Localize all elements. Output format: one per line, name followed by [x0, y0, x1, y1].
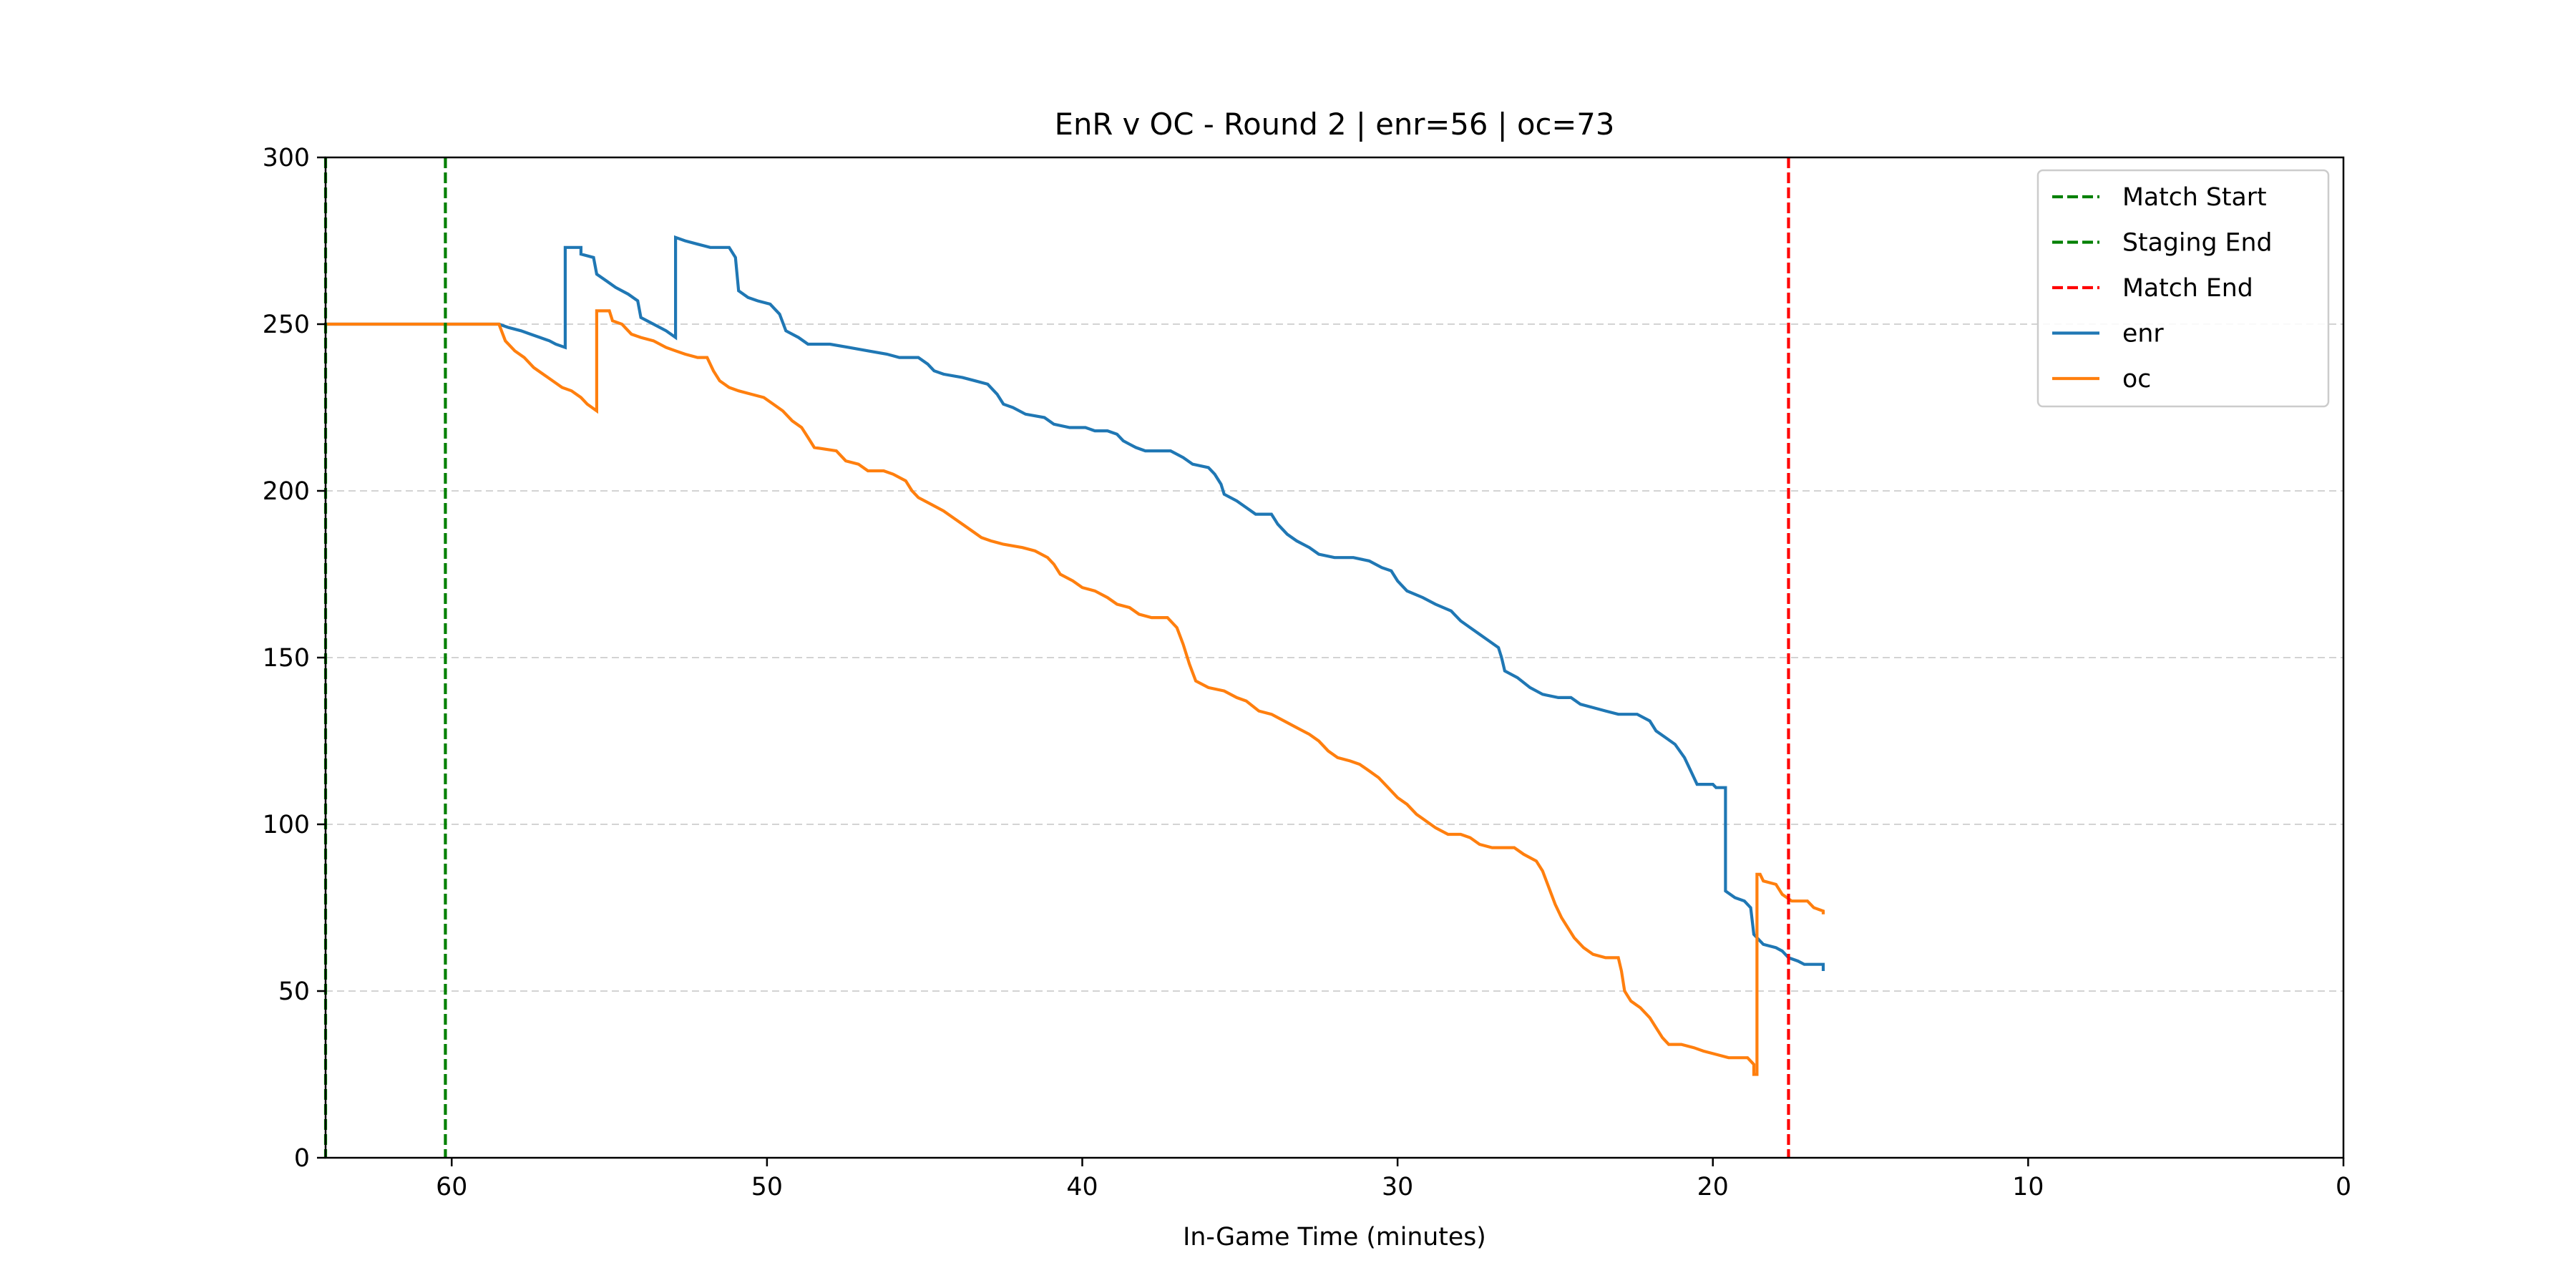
x-tick-label: 10 [2012, 1173, 2044, 1201]
x-axis-ticks: 60 50 40 30 20 10 0 [436, 1158, 2351, 1201]
y-tick-label: 100 [263, 811, 310, 839]
legend-label: enr [2122, 320, 2164, 348]
y-tick-label: 250 [263, 311, 310, 339]
legend-label: Match End [2122, 274, 2253, 303]
y-tick-label: 150 [263, 644, 310, 673]
y-tick-label: 200 [263, 477, 310, 506]
series-line-oc [326, 309, 1825, 1076]
x-axis-label: In-Game Time (minutes) [1183, 1223, 1486, 1252]
x-tick-label: 50 [751, 1173, 783, 1201]
chart-title: EnR v OC - Round 2 | enr=56 | oc=73 [1055, 107, 1615, 142]
x-tick-label: 40 [1066, 1173, 1098, 1201]
legend-label: Match Start [2122, 183, 2267, 212]
x-tick-label: 20 [1697, 1173, 1729, 1201]
legend-label: Staging End [2122, 229, 2272, 258]
y-tick-label: 300 [263, 144, 310, 172]
legend-box [2036, 169, 2330, 408]
legend-label: oc [2122, 365, 2151, 394]
x-tick-label: 0 [2336, 1173, 2351, 1201]
series-line-enr [326, 235, 1825, 971]
grid-lines [326, 323, 2343, 992]
y-axis-ticks: 0 50 100 150 200 250 300 [263, 144, 326, 1173]
y-tick-label: 50 [278, 977, 310, 1006]
x-tick-label: 60 [436, 1173, 467, 1201]
x-tick-label: 30 [1382, 1173, 1413, 1201]
y-tick-label: 0 [294, 1144, 310, 1173]
legend: Match Start Staging End Match End enr oc [2036, 169, 2330, 408]
series-lines [326, 235, 1825, 1076]
